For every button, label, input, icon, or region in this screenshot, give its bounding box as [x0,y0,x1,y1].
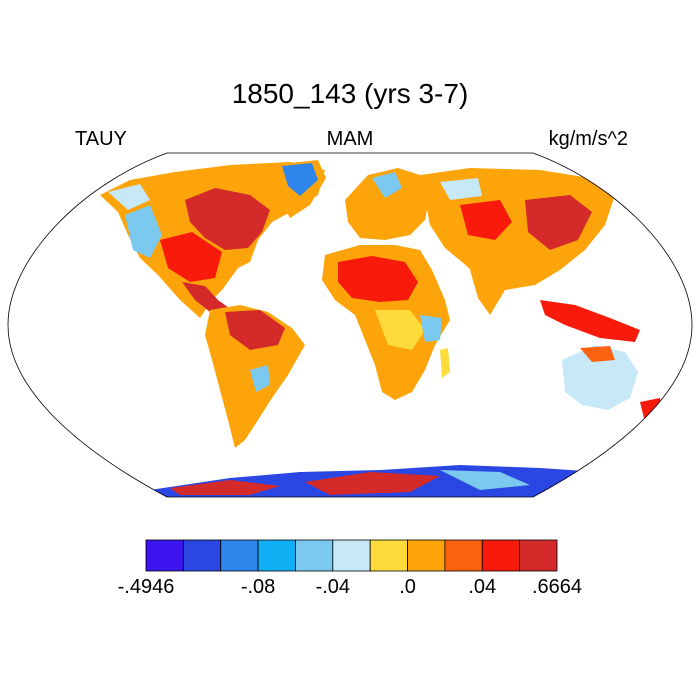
na-red-central [160,232,222,282]
africa-blue-east [420,315,442,342]
na-red-northeast [185,188,270,250]
colorbar-tick-label: .04 [468,576,497,598]
land-fields [100,160,662,497]
colorbar-swatch [407,539,446,572]
map-frame [7,152,693,498]
na-blue-alaska [108,184,150,210]
india [470,268,505,315]
colorbar-swatch [369,539,408,572]
greenland-blue [282,163,318,196]
sa-blue-patch [250,365,270,392]
colorbar-tick-label: -.08 [240,576,276,598]
new-zealand [640,398,662,422]
africa-red-sahara [338,256,418,302]
antarctica-red-west [170,480,280,495]
variable-label: TAUY [75,128,127,150]
colorbar-tick-label: .6664 [531,576,583,598]
units-label: kg/m/s^2 [548,128,628,150]
season-label: MAM [326,128,374,150]
na-blue-west [125,205,162,258]
sa-red-north [225,310,285,350]
asia-red-east [525,195,592,250]
colorbar-swatch [220,539,259,572]
colorbar-swatch [257,539,296,572]
madagascar [440,348,450,378]
antarctica-red-center [305,472,440,495]
colorbar-tick-label: -.04 [315,576,351,598]
se-asia-islands [540,300,640,342]
colorbar-tick-label: -.4946 [117,576,175,598]
asia-red-central [460,200,512,240]
scandinavia-blue [372,172,402,198]
colorbar-swatch [145,539,184,572]
colorbar-swatch [332,539,371,572]
map-title: 1850_143 (yrs 3-7) [231,78,469,109]
antarctica-cyan [440,470,530,490]
colorbar-swatch [481,539,521,572]
australia-red-north [580,346,615,362]
asia-blue-north [440,178,482,200]
colorbar-swatch [519,539,558,572]
europe [345,168,430,240]
colorbar-swatch [182,539,222,572]
colorbar-tick-label: .0 [399,576,416,598]
colorbar-swatch [295,539,334,572]
colorbar-swatch [444,539,483,572]
australia [562,345,638,410]
africa-yellow-center [375,310,425,350]
